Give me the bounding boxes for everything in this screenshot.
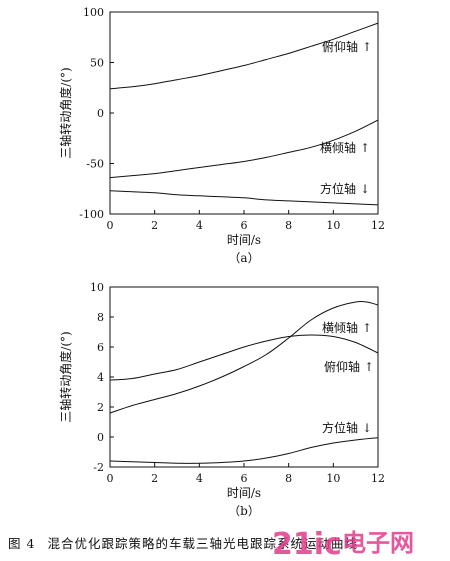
x-tick-label-b: 2 (151, 472, 158, 485)
series-line-pitch-a (109, 22, 379, 90)
series-label-pitch-b: 俯仰轴 ↑ (324, 359, 374, 374)
figure-title: 混合优化跟踪策略的车载三轴光电跟踪系统运动曲线 (47, 536, 358, 551)
x-axis-label-a: 时间/s (227, 233, 261, 247)
x-tick-label-a: 12 (371, 219, 385, 232)
series-label-azimuth-b: 方位轴 ↓ (322, 420, 372, 435)
x-tick-label-b: 8 (285, 472, 292, 485)
x-tick-label-b: 4 (196, 472, 203, 485)
x-tick-label-a: 8 (285, 219, 292, 232)
ticks-a: 0 2 4 6 8 10 12 100 50 0 -50 -100 (79, 6, 385, 232)
y-axis-label-b: 三轴转动角度/(°) (58, 331, 73, 422)
x-tick-label-b: 6 (241, 472, 248, 485)
x-tick-label-a: 0 (107, 219, 114, 232)
series-lines-b (109, 300, 379, 464)
panel-a: 0 2 4 6 8 10 12 100 50 0 -50 -100 三轴转动角度/(°) 时间/s （… (58, 6, 385, 265)
x-tick-label-b: 0 (107, 472, 114, 485)
series-line-azimuth-b (109, 437, 379, 464)
y-tick-label-a: -50 (86, 158, 104, 171)
x-tick-label-b: 12 (371, 472, 385, 485)
x-tick-label-a: 4 (196, 219, 203, 232)
series-label-roll-b: 横倾轴 ↑ (322, 320, 372, 335)
plot-frame-b (109, 286, 379, 468)
x-tick-label-a: 2 (151, 219, 158, 232)
y-axis-label-a: 三轴转动角度/(°) (58, 67, 73, 158)
x-axis-label-b: 时间/s (227, 486, 261, 500)
y-tick-label-a: 50 (90, 57, 104, 70)
watermark-logo: 21ic 电子网 (272, 527, 414, 561)
figure-number: 图 4 (8, 536, 35, 551)
series-line-pitch-b (109, 334, 379, 381)
y-tick-label-b: 4 (97, 371, 104, 384)
panel-label-a: （a） (228, 251, 259, 265)
y-tick-label-a: 100 (83, 6, 104, 19)
panel-label-b: （b） (228, 504, 260, 518)
y-tick-label-b: 6 (97, 341, 104, 354)
x-tick-label-b: 10 (326, 472, 340, 485)
series-line-roll-b (109, 300, 379, 414)
svg-text:21ic: 21ic (272, 527, 342, 561)
y-tick-label-b: 2 (97, 401, 104, 414)
y-tick-label-b: 0 (97, 431, 104, 444)
y-tick-label-b: 8 (97, 311, 104, 324)
series-label-azimuth-a: 方位轴 ↓ (320, 181, 370, 196)
y-tick-label-b: -2 (93, 461, 104, 474)
series-lines-a (109, 22, 379, 206)
figure-caption: 图 4 混合优化跟踪策略的车载三轴光电跟踪系统运动曲线 (8, 536, 358, 551)
y-tick-label-a: 0 (97, 107, 104, 120)
y-tick-label-b: 10 (90, 281, 104, 294)
series-label-roll-a: 横倾轴 ↑ (320, 140, 370, 155)
series-line-roll-a (109, 119, 379, 179)
x-tick-label-a: 10 (326, 219, 340, 232)
series-line-azimuth-a (109, 190, 379, 206)
y-tick-label-a: -100 (79, 208, 104, 221)
svg-text:电子网: 电子网 (342, 529, 414, 557)
x-tick-label-a: 6 (241, 219, 248, 232)
series-label-pitch-a: 俯仰轴 ↑ (322, 39, 372, 54)
